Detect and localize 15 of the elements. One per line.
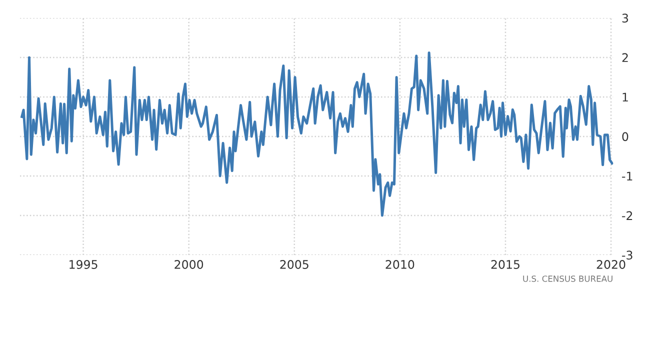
x-tick-label: 2005 [280, 260, 308, 269]
text: U.S. CENSUS BUREAU [523, 276, 612, 282]
x-tick-label: 2015 [491, 260, 520, 269]
x-tick-label: 1995 [70, 260, 98, 269]
x-tick-label: 2020 [596, 260, 626, 269]
y-tick-label: -3 [622, 250, 632, 260]
x-tick-label: 2000 [174, 260, 204, 269]
y-tick-label: 0 [622, 132, 628, 142]
x-tick-label: 2010 [386, 260, 414, 269]
y-tick-label: -2 [622, 211, 632, 220]
y-tick-label: 3 [622, 14, 628, 23]
line-series [20, 51, 614, 217]
y-tick-label: -1 [622, 172, 632, 180]
y-tick-label: 2 [622, 53, 628, 62]
y-tick-label: 1 [622, 92, 628, 102]
